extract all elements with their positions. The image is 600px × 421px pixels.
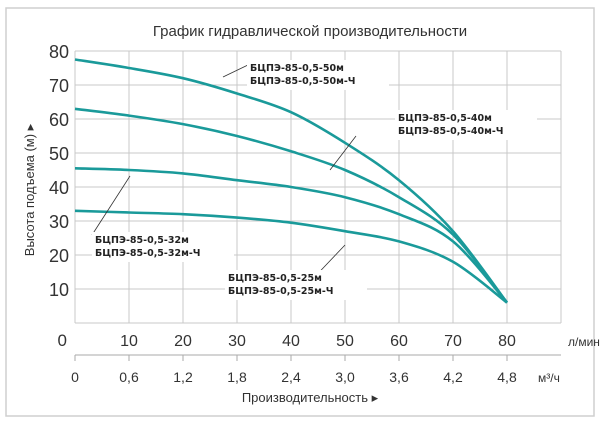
series-label-bg <box>247 60 389 90</box>
x2-tick-label: 1,8 <box>227 369 247 385</box>
series-line-2 <box>74 167 508 304</box>
x2-tick-label: 2,4 <box>281 369 301 385</box>
x2-tick-label: 1,2 <box>173 369 193 385</box>
x-tick-label: 40 <box>282 333 300 350</box>
x2-tick-label: 4,2 <box>443 369 463 385</box>
series-label: БЦПЭ-85-0,5-40м-Ч <box>398 126 503 137</box>
y-tick-label: 30 <box>49 212 69 232</box>
series-label: БЦПЭ-85-0,5-40м <box>398 113 492 124</box>
leader-line <box>222 63 251 78</box>
x-tick-label: 70 <box>444 333 462 350</box>
x-unit-label: л/мин <box>568 335 600 349</box>
series-label: БЦПЭ-85-0,5-25м <box>228 273 322 284</box>
x-tick-label: 20 <box>174 333 192 350</box>
chart-title: График гидравлической производительности <box>153 23 467 40</box>
series-label: БЦПЭ-85-0,5-32м-Ч <box>95 248 200 259</box>
series-line-3 <box>74 209 508 304</box>
y-tick-label: 20 <box>49 246 69 266</box>
x2-tick-label: 3,6 <box>389 369 409 385</box>
leader-line <box>329 135 357 171</box>
y-tick-label: 70 <box>49 76 69 96</box>
x2-tick-label: 3,0 <box>335 369 355 385</box>
y-axis-label: Высота подъема (м) ▸ <box>22 123 37 256</box>
origin-label: 0 <box>58 331 67 350</box>
y-tick-label: 80 <box>49 42 69 62</box>
y-tick-label: 40 <box>49 178 69 198</box>
series-label-bg <box>92 232 234 262</box>
y-tick-label: 60 <box>49 110 69 130</box>
x-tick-label: 50 <box>336 333 354 350</box>
series-line-0 <box>74 58 509 304</box>
series-label: БЦПЭ-85-0,5-25м-Ч <box>228 286 333 297</box>
series-label: БЦПЭ-85-0,5-50м <box>250 63 344 74</box>
x-axis-label: Производительность ▸ <box>242 390 379 405</box>
series-label: БЦПЭ-85-0,5-50м-Ч <box>250 76 355 87</box>
series-label-bg <box>225 270 367 300</box>
x-tick-label: 60 <box>390 333 408 350</box>
x-tick-label: 80 <box>498 333 516 350</box>
leader-line <box>91 175 131 236</box>
x-tick-label: 10 <box>120 333 138 350</box>
y-tick-label: 10 <box>49 280 69 300</box>
series-line-1 <box>74 107 509 304</box>
x2-unit-label: м³/ч <box>538 371 560 385</box>
x2-tick-label: 0 <box>71 369 79 385</box>
x-tick-label: 30 <box>228 333 246 350</box>
x2-tick-label: 0,6 <box>119 369 139 385</box>
series-label-bg <box>395 110 537 140</box>
y-tick-label: 50 <box>49 144 69 164</box>
series-label: БЦПЭ-85-0,5-32м <box>95 235 189 246</box>
x2-tick-label: 4,8 <box>497 369 517 385</box>
